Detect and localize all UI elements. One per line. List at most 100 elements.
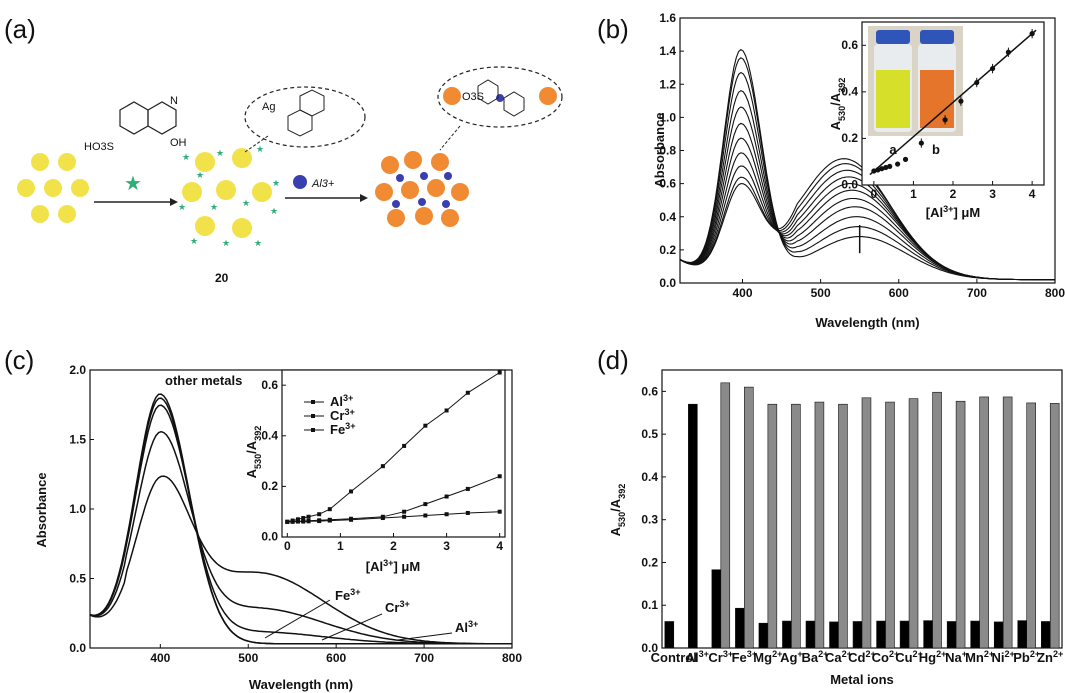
b-y-tick-label: 0.6 [659,177,676,191]
b-inset-x-tick-label: 0 [871,187,878,201]
d-bar-grey [908,398,919,649]
b-inset-data-point [875,167,881,173]
b-inset-data-point [1029,31,1035,37]
d-y-tick-label: 0.1 [641,598,658,612]
d-bar-grey [955,400,966,649]
d-category-label: Cr3+ [708,649,733,665]
c-inset-data-point [301,516,306,521]
d-bar-grey [932,391,942,649]
c-x-tick-label: 500 [238,651,258,665]
bubble-2-particle-left [443,87,461,105]
b-vial-b-solution [920,70,954,128]
c-y-tick-label: 0.0 [69,641,86,655]
ligand-structure [119,101,177,135]
b-vial-b-cap [920,30,954,44]
c-inset-data-point [497,370,502,375]
c-inset-data-point [306,519,311,524]
c-inset-x-tick-label: 3 [443,539,450,553]
c-inset-data-point [444,494,449,499]
bubble-2-particle-right [539,87,557,105]
d-bar-black [876,620,886,649]
d-x-axis-label: Metal ions [830,672,894,687]
b-inset-y-tick-label: 0.2 [841,131,858,145]
b-y-tick-label: 1.2 [659,77,676,91]
d-bar-black [1040,621,1051,649]
c-inset-legend-label: Fe3+ [330,421,356,437]
svg-text:★: ★ [178,202,186,212]
b-inset-data-point [895,161,901,167]
b-inset-data-point [958,98,964,104]
c-inset-data-point [317,519,322,524]
svg-text:★: ★ [272,178,280,188]
c-annotation-cr-leader [321,613,383,641]
b-inset-y-axis-label: A530/A392 [828,78,847,131]
c-inset-data-point [423,513,428,518]
d-category-label: Mg2+ [753,649,782,665]
b-y-tick-label: 1.0 [659,110,676,124]
c-inset-y-tick-label: 0.4 [261,428,278,442]
so3-label: O3S [462,91,484,103]
c-inset-data-point [465,486,470,491]
c-inset-legend-label: Cr3+ [330,407,355,423]
scheme-panel-a: N OH HO3S ★ ★ ★ ★ ★ ★ ★ ★ ★ ★ ★ ★ ★ Ag 20 Al3+ O3… [17,66,563,285]
svg-text:★: ★ [256,144,264,154]
c-x-axis-label: Wavelength (nm) [249,677,353,692]
c-x-tick-label: 700 [414,651,434,665]
c-inset-y-axis-label: A530/A392 [244,426,263,479]
svg-text:★: ★ [190,236,198,246]
b-inset-data-point [974,79,980,86]
b-inset-y-tick-label: 0.4 [841,85,858,99]
d-bar-grey [791,403,801,649]
zoom-bubble-1 [244,86,366,148]
panel-label-a: (a) [4,14,36,44]
c-y-tick-label: 0.5 [69,572,86,586]
d-bar-black [923,620,933,649]
d-category-label: Ba2+ [801,649,828,665]
b-vial-a-solution [876,70,910,128]
c-inset-legend-marker [311,400,315,404]
c-inset-data-point [285,519,290,524]
b-inset-y-tick-label: 0.6 [841,38,858,52]
c-inset-data-point [327,507,332,512]
c-inset-background [282,370,505,537]
c-inset-x-tick-label: 0 [284,539,291,553]
star-icon: ★ [124,173,142,195]
bubble-2-ring-right [503,91,525,117]
b-inset-data-point [918,140,924,146]
svg-text:★: ★ [222,238,230,248]
d-bar-black [758,622,769,649]
panel-label-c: (c) [4,345,35,375]
d-category-label: Co2+ [872,649,900,665]
functionalized-nanoparticles [182,148,272,238]
d-category-label: Na+ [945,649,967,665]
c-inset-legend-marker [311,414,315,418]
d-bar-grey [720,382,731,649]
c-y-tick-label: 1.5 [69,433,86,447]
d-bar-black [805,620,816,649]
c-inset-data-point [444,512,449,517]
d-bar-black [946,621,957,649]
b-inset-data-point [879,166,885,172]
c-spectrum-line [89,475,512,645]
b-x-tick-label: 700 [967,286,987,300]
svg-text:★: ★ [210,202,218,212]
d-category-label: Ca2+ [825,649,852,665]
aggregated-nanoparticles [375,151,469,227]
d-bar-black [852,621,863,649]
c-inset-data-point [295,519,300,524]
c-x-tick-label: 400 [150,651,170,665]
d-bar-grey [744,386,754,649]
c-annotation-al: Al3+ [455,619,478,635]
d-bar-black [1017,620,1028,649]
ag-label: Ag [262,101,275,113]
d-y-axis-label: A530/A392 [608,484,627,537]
b-vial-a-cap [876,30,910,44]
d-category-label: Fe3+ [732,649,758,665]
c-inset-data-point [402,509,407,514]
c-inset-data-point [423,502,428,507]
arrow-2-head [360,194,368,202]
b-y-axis-label: Absorbance [652,112,667,187]
aggregated-ions [392,172,452,208]
b-x-tick-label: 500 [811,286,831,300]
